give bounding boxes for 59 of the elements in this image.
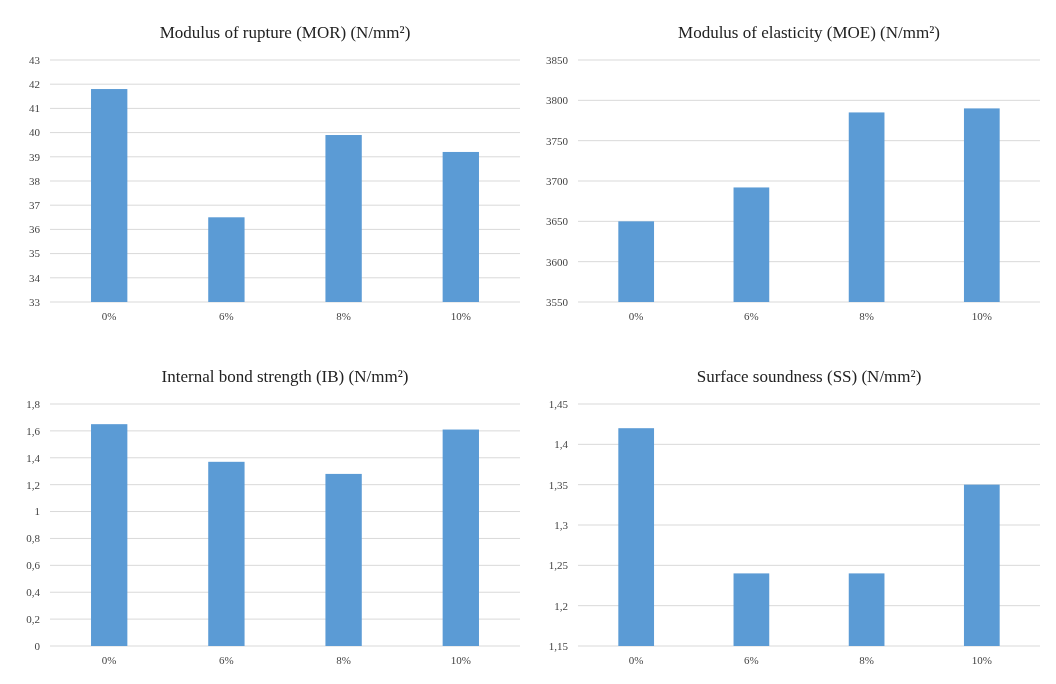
y-tick-label: 1,35 [548,478,569,491]
x-tick-label: 6% [744,310,759,322]
y-tick-label: 1,2 [26,478,40,491]
x-tick-label: 8% [859,654,874,666]
x-tick-label: 10% [450,654,471,666]
y-tick-label: 1,6 [26,424,41,437]
bar [442,429,479,646]
x-tick-label: 6% [219,654,234,666]
y-tick-label: 34 [29,271,41,284]
x-tick-label: 6% [744,654,759,666]
y-tick-label: 42 [29,78,40,91]
chart-title: Modulus of elasticity (MOE) (N/mm²) [678,23,940,42]
x-tick-label: 6% [219,310,234,322]
chart-title: Surface soundness (SS) (N/mm²) [696,367,922,386]
y-tick-label: 3550 [546,295,569,308]
bar [208,461,245,646]
y-tick-label: 3700 [546,174,569,187]
y-tick-label: 41 [29,102,40,115]
y-tick-label: 40 [29,126,41,139]
y-tick-label: 1,4 [554,438,569,451]
x-tick-label: 0% [101,654,117,666]
x-tick-label: 10% [971,310,992,322]
y-tick-label: 3850 [546,53,569,66]
x-tick-label: 8% [859,310,874,322]
bar [91,424,128,646]
y-tick-label: 1,3 [554,518,569,531]
y-tick-label: 3800 [546,94,569,107]
chart-title: Internal bond strength (IB) (N/mm²) [161,367,409,386]
bar [325,473,362,646]
y-tick-label: 38 [29,174,41,187]
chart-title: Modulus of rupture (MOR) (N/mm²) [159,23,411,42]
x-tick-label: 10% [971,654,992,666]
x-tick-label: 8% [336,310,351,322]
y-tick-label: 36 [29,223,41,236]
y-tick-label: 1 [34,505,40,518]
x-tick-label: 0% [628,310,644,322]
y-tick-label: 0,6 [26,559,41,572]
y-tick-label: 0,4 [26,586,41,599]
x-tick-label: 0% [101,310,117,322]
y-tick-label: 1,25 [548,559,569,572]
y-tick-label: 0 [34,639,41,652]
y-tick-label: 1,4 [26,451,41,464]
y-tick-label: 0,2 [26,612,40,625]
y-tick-label: 37 [29,199,41,212]
y-tick-label: 3750 [546,134,569,147]
y-tick-label: 1,8 [26,397,41,410]
y-tick-label: 1,45 [548,397,569,410]
x-tick-label: 0% [628,654,644,666]
y-tick-label: 43 [29,53,41,66]
y-tick-label: 1,15 [548,639,569,652]
y-tick-label: 35 [29,247,41,260]
y-tick-label: 3600 [546,255,569,268]
x-tick-label: 10% [450,310,471,322]
x-tick-label: 8% [336,654,351,666]
y-tick-label: 3650 [546,215,569,228]
y-tick-label: 33 [29,295,41,308]
y-tick-label: 1,2 [554,599,568,612]
y-tick-label: 0,8 [26,532,41,545]
y-tick-label: 39 [29,150,41,163]
